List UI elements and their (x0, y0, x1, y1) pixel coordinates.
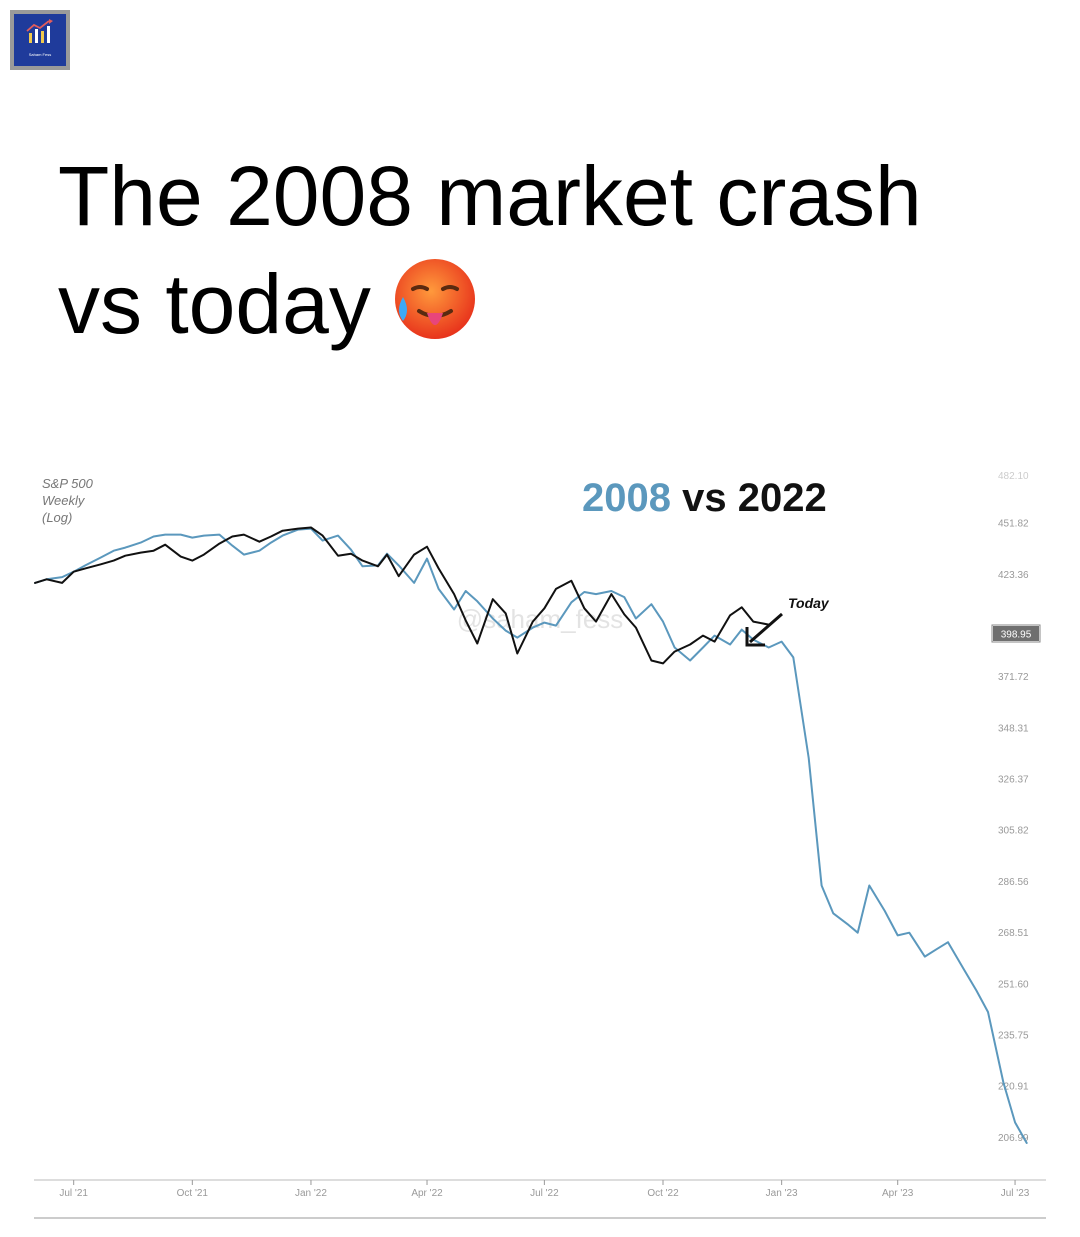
chart-title-part: 2008 (582, 476, 671, 520)
hot-face-emoji-icon (389, 255, 477, 368)
y-tick-label: 206.99 (998, 1133, 1029, 1144)
x-tick-label: Apr '22 (411, 1188, 443, 1199)
y-tick-label: 220.91 (998, 1082, 1029, 1093)
headline-line-1: The 2008 market crash (58, 149, 922, 243)
x-tick-label: Oct '21 (177, 1188, 209, 1199)
y-tick-label: 423.36 (998, 570, 1029, 581)
y-tick-label: 305.82 (998, 826, 1029, 837)
x-tick-label: Jul '21 (59, 1188, 88, 1199)
x-tick-label: Jan '23 (766, 1188, 798, 1199)
today-annotation: Today (788, 595, 830, 611)
headline-line-2: vs today (58, 250, 1058, 368)
x-tick-label: Jul '23 (1001, 1188, 1030, 1199)
headline-line-2-text: vs today (58, 257, 371, 351)
today-arrow-head (745, 627, 765, 647)
logo-badge: Saham Fess (14, 14, 66, 66)
y-tick-label: 268.51 (998, 928, 1029, 939)
y-tick-label: 451.82 (998, 519, 1029, 530)
x-tick-label: Apr '23 (882, 1188, 914, 1199)
y-tick-label-clipped: 482.10 (998, 471, 1029, 482)
series-line-2008 (34, 527, 1028, 1144)
series-line-2022 (34, 526, 770, 665)
logo-text: Saham Fess (28, 52, 52, 57)
chart: 482.10 451.82 423.36 371.72 348.31 326.37 305.… (0, 440, 1080, 1232)
chart-title: 2008 vs 2022 (582, 476, 827, 520)
y-axis-label: S&P 500 (42, 476, 94, 491)
x-tick-label: Jan '22 (295, 1188, 327, 1199)
channel-logo: Saham Fess (10, 10, 70, 70)
y-axis-label: (Log) (42, 510, 72, 525)
y-axis-label: Weekly (42, 493, 86, 508)
headline: The 2008 market crash vs today (58, 142, 1058, 368)
y-tick-label: 286.56 (998, 877, 1029, 888)
current-price-label: 398.95 (1001, 630, 1032, 641)
x-tick-label: Jul '22 (530, 1188, 559, 1199)
chart-title-part: 2022 (727, 476, 827, 520)
y-tick-label: 251.60 (998, 979, 1029, 990)
y-tick-label: 348.31 (998, 723, 1029, 734)
current-price-badge-fill (993, 626, 1039, 641)
bar-chart-logo-icon (26, 19, 53, 43)
y-tick-label: 326.37 (998, 775, 1029, 786)
today-arrow-shaft (749, 612, 783, 644)
chart-title-part: vs (671, 476, 727, 520)
y-tick-label: 371.72 (998, 672, 1029, 683)
chart-svg: 482.10 451.82 423.36 371.72 348.31 326.37 305.… (34, 471, 1046, 1219)
y-tick-label: 235.75 (998, 1031, 1029, 1042)
x-tick-label: Oct '22 (647, 1188, 679, 1199)
